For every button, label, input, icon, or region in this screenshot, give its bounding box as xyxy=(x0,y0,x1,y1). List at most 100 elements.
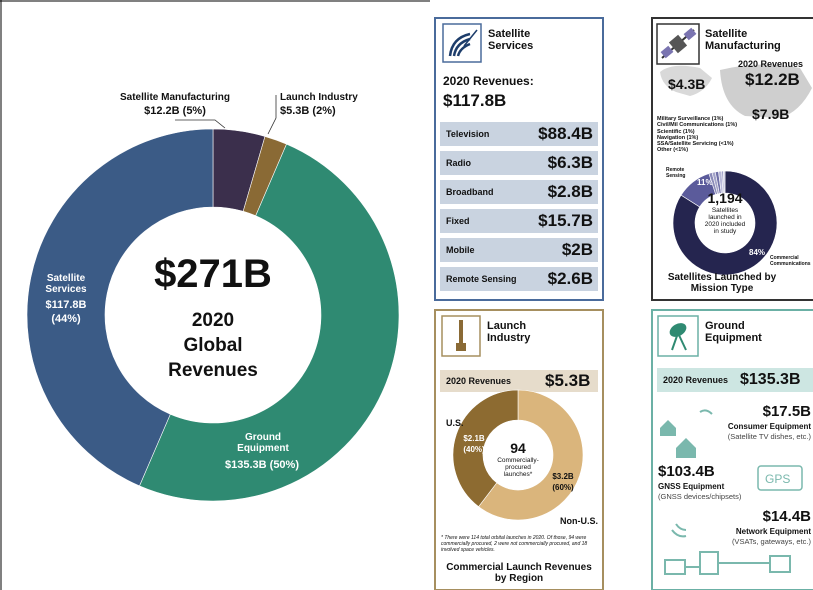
value-label: 11% xyxy=(697,178,713,187)
revenue: $5.3B xyxy=(545,371,591,390)
value-label: (<1%) xyxy=(718,141,734,148)
revenue-row: Television $88.4B xyxy=(440,122,598,146)
map-value: $4.3B xyxy=(668,76,706,92)
segment-name: Satellite Manufacturing xyxy=(119,92,231,103)
row-value: $15.7B xyxy=(538,211,593,230)
item-note: (Satellite TV dishes, etc.) xyxy=(727,432,811,441)
dish-icon xyxy=(448,32,471,57)
donut-segment xyxy=(478,389,584,521)
segment-label: $5.3B (2%) xyxy=(280,105,336,117)
leader-line xyxy=(175,119,226,129)
item-note: (VSATs, gateways, etc.) xyxy=(731,537,811,546)
center-caption: Satellites launched in 2020 included in … xyxy=(704,207,746,235)
panel-title: Launch Industry xyxy=(487,320,531,344)
donut-segment xyxy=(723,170,726,194)
segment-name: Civil/Mil Communications xyxy=(657,122,724,129)
segment-name: SSA/Satellite Servicing xyxy=(657,141,718,148)
percent-label: (60%) xyxy=(552,483,574,492)
network-icons xyxy=(664,523,791,575)
value-label: (1%) xyxy=(686,134,699,141)
segment-name: Navigation xyxy=(657,134,686,141)
panel-title: Satellite Services xyxy=(488,28,534,52)
row-value: $88.4B xyxy=(538,124,593,143)
center-caption: Commercially-procured launches* xyxy=(497,457,539,478)
segment-name: Commercial Communications xyxy=(770,255,811,267)
item-value: $17.5B xyxy=(762,403,811,420)
center-caption: 2020 xyxy=(191,310,235,331)
mission-item: Other (<1%) xyxy=(657,147,737,153)
item-value: $103.4B xyxy=(658,463,715,480)
value-label: (1%) xyxy=(711,116,724,122)
map-value: $7.9B xyxy=(752,106,790,122)
center-caption: Revenues xyxy=(168,360,258,381)
row-value: $6.3B xyxy=(547,153,593,172)
revenue-label: 2020 Revenues: xyxy=(443,74,534,88)
mission-item: Navigation (1%) xyxy=(657,135,737,141)
segment-name: Other xyxy=(657,147,672,154)
gps-label: GPS xyxy=(765,472,791,486)
row-label: Television xyxy=(446,129,490,139)
revenue-row: Fixed $15.7B xyxy=(440,209,598,233)
row-label: Mobile xyxy=(446,245,475,255)
value-label: (1%) xyxy=(682,128,695,135)
revenue-label: 2020 Revenues xyxy=(738,59,804,69)
segment-name: Military Surveillance xyxy=(657,116,711,122)
mission-item: Civil/Mil Communications (1%) xyxy=(657,122,737,128)
row-label: Fixed xyxy=(446,216,470,226)
revenue: $117.8B xyxy=(443,91,507,110)
revenue-row: Mobile $2B xyxy=(440,238,598,262)
revenue-row: Remote Sensing $2.6B xyxy=(440,267,598,291)
item-name: Network Equipment xyxy=(735,527,811,536)
revenue-row: Broadband $2.8B xyxy=(440,180,598,204)
revenue-label: 2020 Revenues xyxy=(663,375,729,385)
mission-item: Scientific (1%) xyxy=(657,129,737,135)
segment-name: Scientific xyxy=(657,128,682,135)
mission-list: Military Surveillance (1%) Civil/Mil Comm… xyxy=(657,116,737,154)
revenue-bar xyxy=(657,368,813,392)
panel-border xyxy=(434,17,604,301)
panel-border xyxy=(651,309,813,590)
value-label: $2.1B xyxy=(463,434,485,443)
mission-item: SSA/Satellite Servicing (<1%) xyxy=(657,141,737,147)
donut-segment xyxy=(26,128,214,487)
percent-label: (50%) xyxy=(269,459,299,471)
revenue: $12.2B xyxy=(745,70,800,89)
row-label: Broadband xyxy=(446,187,494,197)
panel-border xyxy=(651,17,813,301)
map-shape xyxy=(660,65,712,96)
revenue-label: 2020 Revenues xyxy=(446,376,512,386)
caption: Satellites Launched by Mission Type xyxy=(667,272,777,294)
value-label: (1%) xyxy=(725,122,738,129)
antenna-icon xyxy=(669,323,687,351)
donut-segment xyxy=(139,143,400,502)
value-label: $117.8B xyxy=(45,299,87,311)
value-label: $135.3B xyxy=(225,459,267,471)
value-label: 84% xyxy=(749,248,766,257)
item-value: $14.4B xyxy=(762,508,811,525)
percent-label: (40%) xyxy=(463,445,485,454)
percent-label: (44%) xyxy=(51,313,81,325)
center-label: $271B xyxy=(154,252,272,296)
center-label: 1,194 xyxy=(707,190,743,206)
gps-box xyxy=(757,465,803,491)
item-name: Consumer Equipment xyxy=(727,422,811,431)
center-label: 94 xyxy=(510,440,526,456)
revenue-bar xyxy=(440,370,598,392)
value-label: $12.2B xyxy=(144,105,180,117)
row-value: $2.8B xyxy=(547,182,593,201)
map-shape xyxy=(720,64,812,118)
rocket-icon xyxy=(456,320,466,351)
panel-title: Satellite Manufacturing xyxy=(705,28,781,52)
item-note: (GNSS devices/chipsets) xyxy=(658,492,742,501)
footnote: * There were 114 total orbital launches … xyxy=(441,535,588,553)
house-icons xyxy=(660,409,713,458)
value-label: $3.2B xyxy=(552,472,574,481)
leader-line xyxy=(267,95,277,135)
donut-segment xyxy=(452,389,519,508)
center-caption: Global xyxy=(183,335,243,356)
revenue: $135.3B xyxy=(740,371,801,388)
value-label: $5.3B xyxy=(280,105,310,117)
mission-item: Military Surveillance (1%) xyxy=(657,116,737,122)
